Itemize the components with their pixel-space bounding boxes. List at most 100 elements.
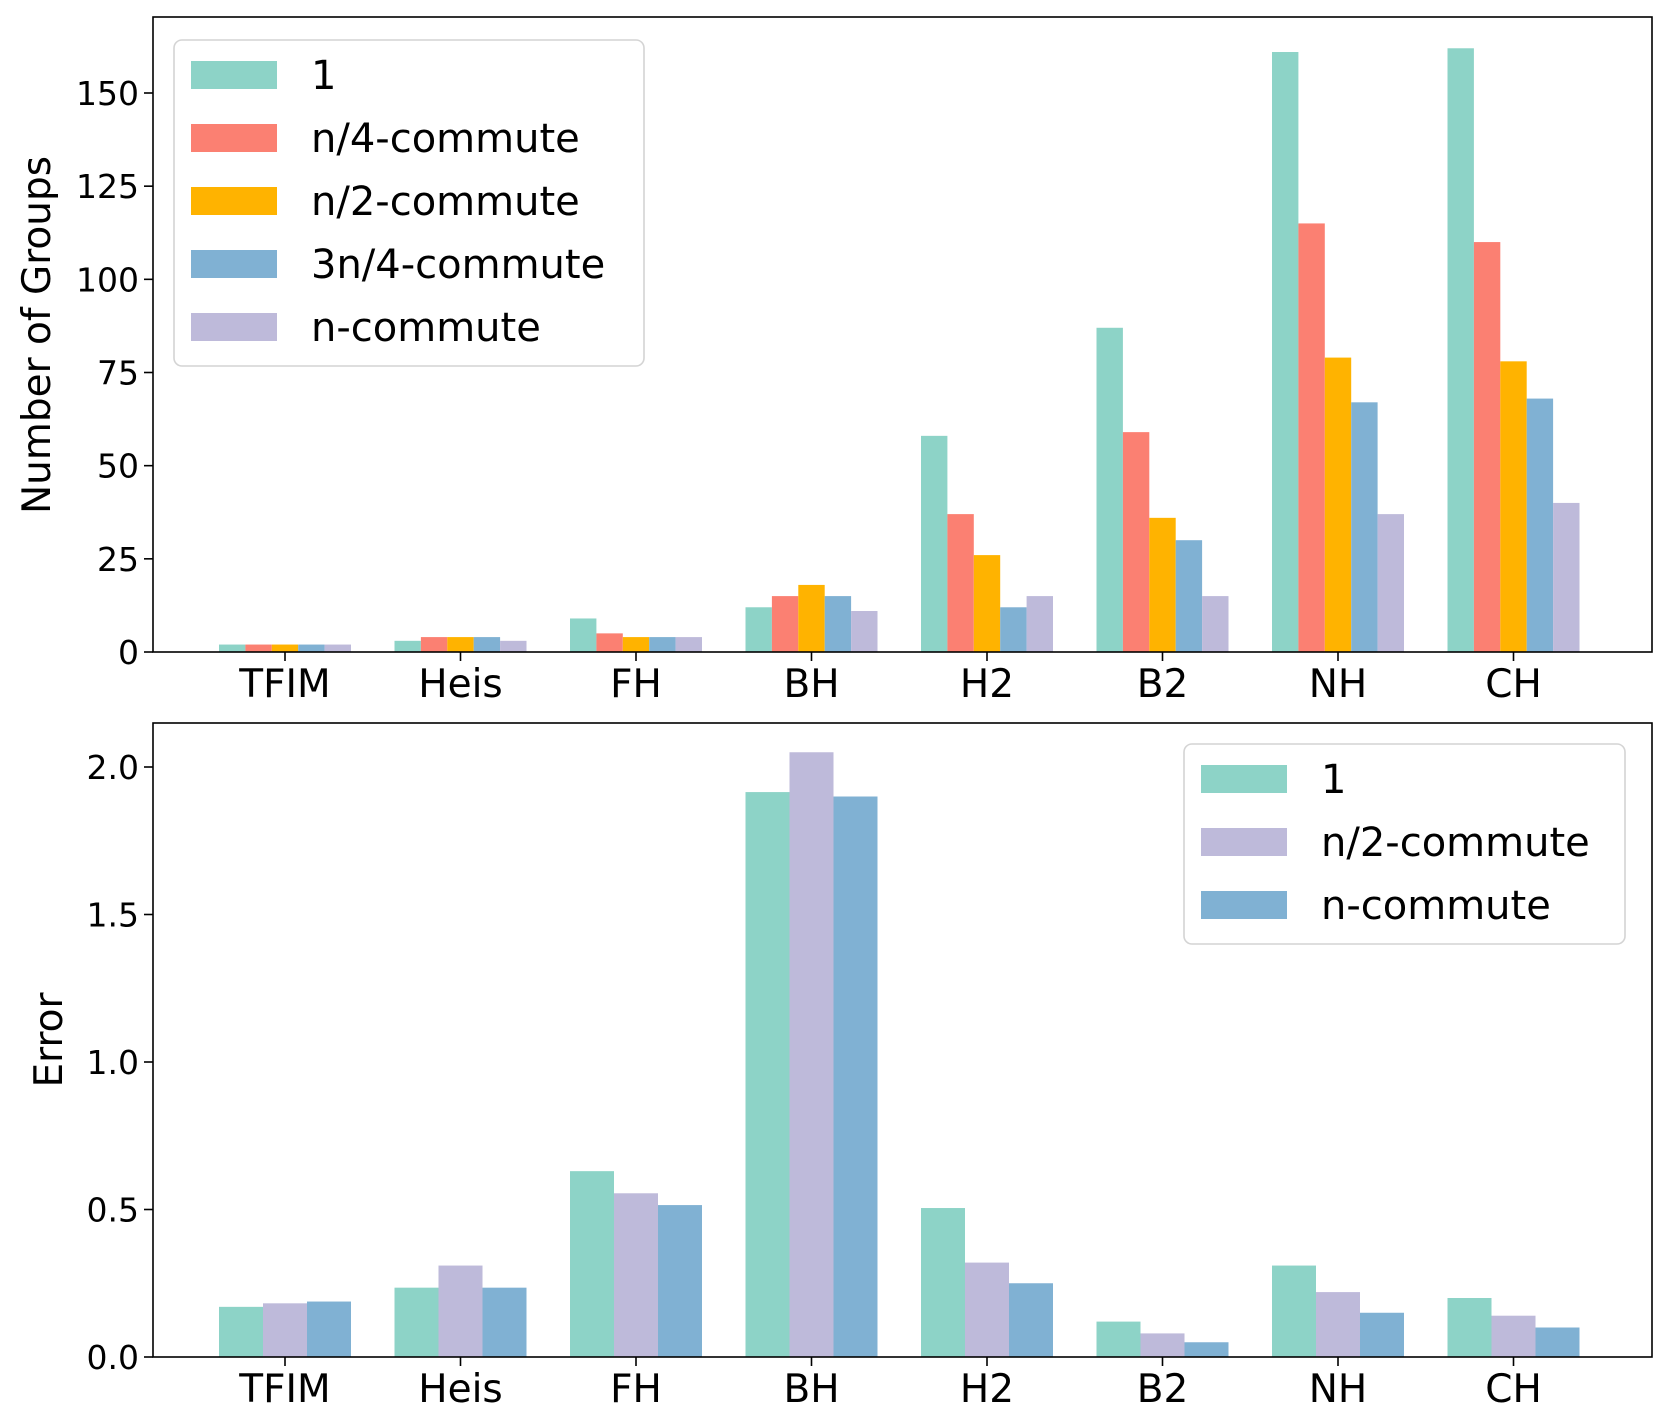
bar-n-2-commute-heis bbox=[447, 637, 474, 652]
bar-1-nh bbox=[1272, 1265, 1316, 1357]
legend-label-n-2-commute: n/2-commute bbox=[1321, 820, 1590, 866]
bar-1-heis bbox=[394, 1287, 439, 1357]
legend-label-n-2-commute: n/2-commute bbox=[311, 179, 580, 225]
x-tick-label-heis: Heis bbox=[418, 1367, 502, 1412]
bar-1-ch bbox=[1447, 48, 1474, 652]
bar-n-commute-tfim bbox=[307, 1301, 351, 1357]
x-tick-label-ch: CH bbox=[1485, 662, 1542, 707]
x-tick-label-heis: Heis bbox=[418, 662, 502, 707]
bar-1-nh bbox=[1272, 52, 1299, 652]
bar-1-bh bbox=[745, 607, 772, 652]
bar-n-4-commute-b2 bbox=[1122, 432, 1150, 652]
bar-1-h2 bbox=[921, 1208, 965, 1357]
bar-3n-4-commute-heis bbox=[473, 637, 501, 652]
y-tick-label: 0.5 bbox=[87, 1191, 139, 1230]
y-tick-label: 125 bbox=[76, 167, 139, 206]
bar-n-4-commute-heis bbox=[420, 637, 448, 652]
bar-n-commute-h2 bbox=[1009, 1283, 1053, 1357]
bar-n-4-commute-ch bbox=[1473, 242, 1501, 652]
bar-3n-4-commute-ch bbox=[1526, 398, 1554, 652]
x-tick-label-nh: NH bbox=[1309, 662, 1368, 707]
legend: 1 n/4-commute n/2-commute 3n/4-commute n-com… bbox=[173, 39, 645, 367]
bar-n-2-commute-nh bbox=[1324, 357, 1352, 652]
x-tick-label-h2: H2 bbox=[960, 1367, 1014, 1412]
bar-n-2-commute-nh bbox=[1316, 1292, 1360, 1357]
bar-1-b2 bbox=[1096, 327, 1123, 652]
legend-swatch-1 bbox=[191, 61, 277, 89]
x-tick-label-bh: BH bbox=[783, 662, 839, 707]
bar-1-tfim bbox=[219, 1306, 263, 1357]
bar-n-commute-ch bbox=[1553, 502, 1580, 652]
bar-n-4-commute-fh bbox=[596, 633, 623, 652]
bar-n-2-commute-fh bbox=[614, 1193, 658, 1357]
bar-3n-4-commute-bh bbox=[824, 596, 852, 652]
top-chart: 0 25 50 75 100 125 150 TFIM Heis FH BH H2 B2 NH CH Numb… bbox=[15, 16, 1653, 707]
bar-n-commute-fh bbox=[675, 637, 702, 652]
x-tick-label-b2: B2 bbox=[1137, 1367, 1189, 1412]
bar-n-commute-ch bbox=[1535, 1327, 1580, 1357]
x-tick-label-h2: H2 bbox=[960, 662, 1014, 707]
y-tick-label: 100 bbox=[76, 260, 139, 299]
y-tick-label: 1.0 bbox=[87, 1043, 139, 1082]
x-tick-label-fh: FH bbox=[610, 1367, 662, 1412]
x-tick-label-ch: CH bbox=[1485, 1367, 1542, 1412]
bar-n-commute-nh bbox=[1360, 1312, 1404, 1357]
x-tick-label-tfim: TFIM bbox=[238, 1367, 330, 1412]
bar-n-commute-bh bbox=[833, 796, 878, 1357]
bar-n-4-commute-bh bbox=[771, 596, 799, 652]
bar-n-2-commute-fh bbox=[622, 637, 650, 652]
x-tick-label-tfim: TFIM bbox=[238, 662, 330, 707]
legend-label-3n-4-commute: 3n/4-commute bbox=[311, 242, 605, 288]
bar-n-2-commute-ch bbox=[1491, 1315, 1536, 1357]
legend-swatch-1 bbox=[1201, 765, 1287, 793]
legend-box bbox=[173, 39, 645, 367]
bar-1-h2 bbox=[921, 435, 948, 652]
plot-frame bbox=[152, 16, 1653, 653]
legend-swatch-n-2-commute bbox=[1201, 828, 1287, 856]
bar-1-b2 bbox=[1096, 1321, 1141, 1357]
bar-n-commute-tfim bbox=[324, 644, 351, 652]
legend-swatch-n-commute bbox=[1201, 891, 1287, 919]
legend-box bbox=[1183, 743, 1626, 945]
y-tick-label: 25 bbox=[97, 540, 139, 579]
y-tick-label: 75 bbox=[97, 354, 139, 393]
bar-1-heis bbox=[394, 640, 421, 652]
bar-n-4-commute-tfim bbox=[245, 644, 272, 652]
y-tick-label: 0 bbox=[118, 633, 139, 672]
plot-frame bbox=[152, 722, 1653, 1358]
x-tick-label-bh: BH bbox=[783, 1367, 839, 1412]
legend-label-1: 1 bbox=[1321, 757, 1346, 803]
bar-1-ch bbox=[1447, 1298, 1492, 1357]
x-tick-label-fh: FH bbox=[610, 662, 662, 707]
bar-n-2-commute-bh bbox=[798, 584, 825, 652]
bar-n-2-commute-ch bbox=[1500, 361, 1527, 652]
y-tick-label: 150 bbox=[76, 74, 139, 113]
y-tick-label: 1.5 bbox=[87, 896, 139, 935]
bar-1-fh bbox=[570, 618, 597, 652]
bar-n-commute-bh bbox=[851, 611, 878, 652]
bar-3n-4-commute-fh bbox=[649, 637, 676, 652]
bar-n-2-commute-b2 bbox=[1149, 517, 1176, 652]
bar-3n-4-commute-h2 bbox=[1000, 607, 1027, 652]
y-tick-label: 2.0 bbox=[87, 748, 139, 787]
bar-n-2-commute-b2 bbox=[1140, 1333, 1185, 1357]
bar-n-commute-nh bbox=[1377, 514, 1404, 652]
bar-1-fh bbox=[570, 1171, 614, 1357]
y-tick-label: 50 bbox=[97, 447, 139, 486]
x-tick-label-b2: B2 bbox=[1137, 662, 1189, 707]
bar-n-4-commute-nh bbox=[1298, 223, 1325, 652]
bar-1-bh bbox=[745, 792, 790, 1357]
bar-n-2-commute-bh bbox=[789, 752, 834, 1357]
bar-n-commute-b2 bbox=[1202, 596, 1229, 652]
legend-label-n-commute: n-commute bbox=[1321, 883, 1551, 929]
bar-n-2-commute-heis bbox=[438, 1265, 483, 1357]
bar-n-commute-b2 bbox=[1184, 1342, 1229, 1357]
bar-n-2-commute-h2 bbox=[973, 555, 1001, 652]
bar-n-commute-heis bbox=[482, 1287, 527, 1357]
legend-swatch-3n-4-commute bbox=[191, 250, 277, 278]
bar-3n-4-commute-nh bbox=[1351, 402, 1378, 652]
legend-label-n-commute: n-commute bbox=[311, 305, 541, 351]
y-axis-label: Error bbox=[27, 992, 72, 1088]
legend-swatch-n-4-commute bbox=[191, 124, 277, 152]
